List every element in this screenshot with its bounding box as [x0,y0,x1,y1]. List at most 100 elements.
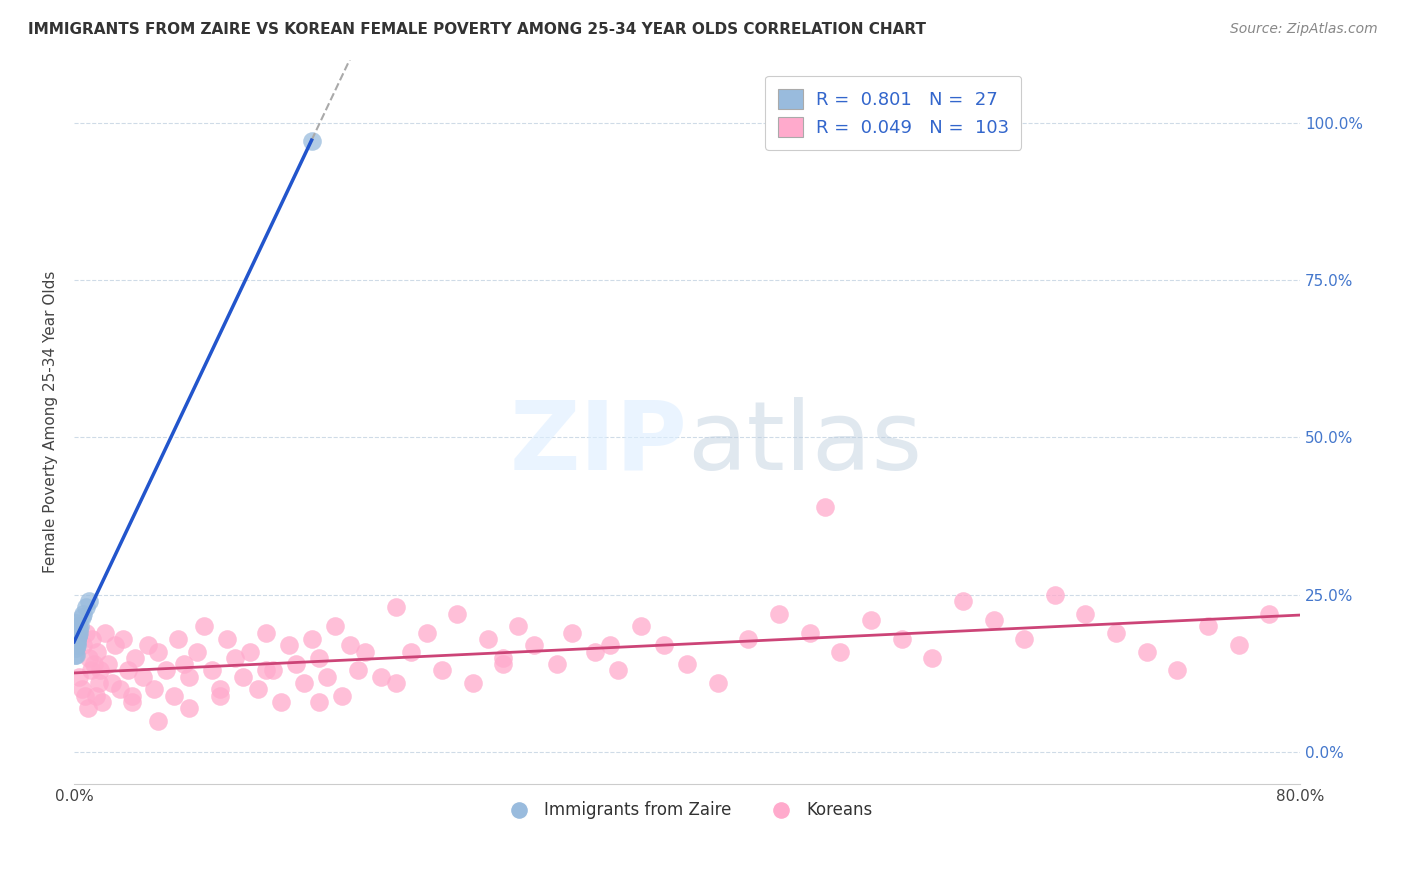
Text: Source: ZipAtlas.com: Source: ZipAtlas.com [1230,22,1378,37]
Point [66,638,89,652]
Point [270,695,292,709]
Point [65,635,87,649]
Point [89,664,111,678]
Point [65,638,87,652]
Point [201,664,224,678]
Point [354,644,377,658]
Point [177,701,200,715]
Point [508,619,530,633]
Point [163,689,186,703]
Point [65,616,87,631]
Point [890,632,912,646]
Point [177,670,200,684]
Point [65,648,87,662]
Point [142,682,165,697]
Point [706,676,728,690]
Point [232,670,254,684]
Point [82,632,104,646]
Point [72,607,94,621]
Point [67,670,90,684]
Point [124,650,146,665]
Point [112,632,135,646]
Point [208,682,231,697]
Point [73,689,96,703]
Point [208,689,231,703]
Point [799,625,821,640]
Text: ZIP: ZIP [509,397,688,490]
Point [859,613,882,627]
Point [167,632,190,646]
Point [66,632,89,646]
Point [65,635,87,649]
Point [921,650,943,665]
Point [1258,607,1281,621]
Point [285,657,308,672]
Point [69,619,91,633]
Text: atlas: atlas [688,397,922,490]
Point [370,670,392,684]
Point [69,623,91,637]
Point [155,664,177,678]
Point [492,650,515,665]
Point [239,644,262,658]
Point [461,676,484,690]
Point [830,644,852,658]
Point [301,135,323,149]
Point [415,625,437,640]
Point [607,664,630,678]
Point [66,635,89,649]
Point [652,638,675,652]
Point [97,657,120,672]
Point [104,638,127,652]
Point [1166,664,1188,678]
Point [67,629,90,643]
Point [630,619,652,633]
Point [1105,625,1128,640]
Point [323,619,346,633]
Text: IMMIGRANTS FROM ZAIRE VS KOREAN FEMALE POVERTY AMONG 25-34 YEAR OLDS CORRELATION: IMMIGRANTS FROM ZAIRE VS KOREAN FEMALE P… [28,22,927,37]
Point [117,664,139,678]
Point [65,629,87,643]
Point [132,670,155,684]
Y-axis label: Female Poverty Among 25-34 Year Olds: Female Poverty Among 25-34 Year Olds [44,270,58,573]
Point [66,629,89,643]
Legend: Immigrants from Zaire, Koreans: Immigrants from Zaire, Koreans [495,795,879,826]
Point [79,650,101,665]
Point [79,594,101,608]
Point [65,635,87,649]
Point [477,632,499,646]
Point [1197,619,1219,633]
Point [952,594,974,608]
Point [583,644,606,658]
Point [1136,644,1159,658]
Point [768,607,790,621]
Point [254,625,277,640]
Point [292,676,315,690]
Point [1043,588,1066,602]
Point [84,689,107,703]
Point [148,644,170,658]
Point [66,619,89,633]
Point [254,664,277,678]
Point [224,650,246,665]
Point [983,613,1005,627]
Point [561,625,583,640]
Point [339,638,361,652]
Point [385,600,408,615]
Point [65,629,87,643]
Point [87,676,110,690]
Point [80,664,103,678]
Point [65,648,87,662]
Point [101,676,124,690]
Point [217,632,239,646]
Point [148,714,170,728]
Point [737,632,759,646]
Point [70,610,93,624]
Point [136,638,159,652]
Point [1012,632,1035,646]
Point [67,625,90,640]
Point [75,600,97,615]
Point [70,682,93,697]
Point [308,650,330,665]
Point [65,623,87,637]
